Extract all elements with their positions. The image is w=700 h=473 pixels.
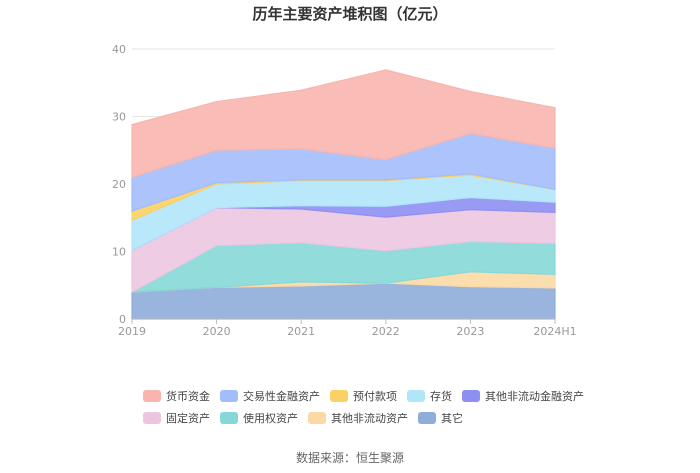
legend-label: 使用权资产 [243,412,298,425]
legend-item[interactable]: 其它 [418,410,463,426]
axes: 0 10 20 30 40 2019 2020 2021 2022 2023 2024H1 [112,43,577,338]
legend-swatch [407,390,425,402]
legend-label: 其他非流动资产 [331,412,408,425]
y-tick-label: 40 [112,43,126,56]
x-tick-label: 2020 [203,325,231,338]
legend-swatch [220,412,238,424]
data-source: 数据来源：恒生聚源 [295,451,404,465]
legend: 货币资金 交易性金融资产 预付款项 存货 其他非流动金融资产固定资产 使用权资产 其他非流动… [143,386,603,430]
chart-title: 历年主要资产堆积图（亿元） [252,5,448,23]
legend-item[interactable]: 预付款项 [330,388,397,404]
legend-row: 货币资金 交易性金融资产 预付款项 存货 其他非流动金融资产 [143,386,603,406]
legend-item[interactable]: 使用权资产 [220,410,298,426]
legend-item[interactable]: 固定资产 [143,410,210,426]
legend-swatch [418,412,436,424]
legend-label: 货币资金 [166,390,210,403]
legend-swatch [143,390,161,402]
legend-label: 预付款项 [353,390,397,403]
y-tick-label: 0 [119,313,126,326]
legend-label: 其他非流动金融资产 [485,390,584,403]
x-tick-label: 2022 [372,325,400,338]
legend-row: 固定资产 使用权资产 其他非流动资产 其它 [143,408,603,428]
area-货币资金 [131,69,556,179]
x-tick-label: 2024H1 [533,325,576,338]
legend-label: 存货 [430,390,452,403]
legend-item[interactable]: 其他非流动资产 [308,410,408,426]
legend-item[interactable]: 其他非流动金融资产 [462,388,584,404]
legend-label: 固定资产 [166,412,210,425]
y-tick-label: 20 [112,178,126,191]
legend-label: 交易性金融资产 [243,390,320,403]
x-tick-label: 2019 [118,325,146,338]
legend-swatch [330,390,348,402]
y-tick-label: 30 [112,111,126,124]
legend-item[interactable]: 交易性金融资产 [220,388,320,404]
x-tick-label: 2021 [287,325,315,338]
legend-swatch [308,412,326,424]
legend-item[interactable]: 存货 [407,388,452,404]
legend-swatch [462,390,480,402]
legend-item[interactable]: 货币资金 [143,388,210,404]
y-tick-label: 10 [112,246,126,259]
legend-swatch [143,412,161,424]
area-series [131,69,556,320]
x-tick-label: 2023 [456,325,484,338]
legend-label: 其它 [441,412,463,425]
legend-swatch [220,390,238,402]
